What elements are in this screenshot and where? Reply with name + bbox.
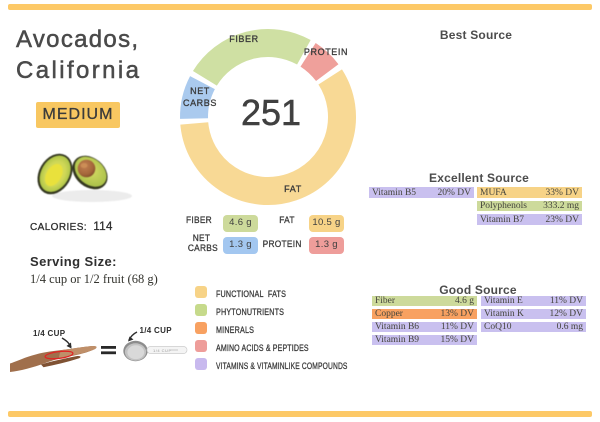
- svg-text:1/4 CUP: 1/4 CUP: [153, 348, 172, 353]
- svg-text:1/4 CUP: 1/4 CUP: [140, 326, 173, 335]
- svg-text:1/4 CUP: 1/4 CUP: [33, 329, 66, 338]
